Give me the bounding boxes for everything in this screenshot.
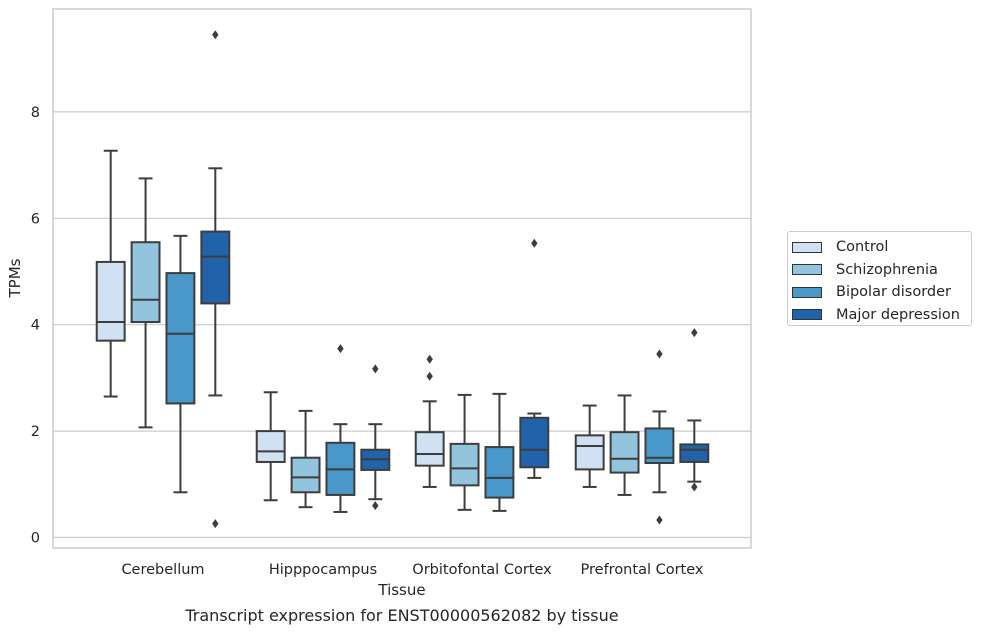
outlier-point xyxy=(212,30,219,40)
box-group xyxy=(449,393,480,511)
outlier-point xyxy=(426,354,433,364)
legend-label: Major depression xyxy=(836,306,960,323)
y-axis-label: TPMs xyxy=(6,258,24,298)
legend-item: Bipolar disorder xyxy=(792,281,971,304)
y-tick-label: 6 xyxy=(31,211,40,227)
box-group xyxy=(255,391,286,502)
box-group xyxy=(325,344,356,513)
gridlines xyxy=(53,111,751,539)
x-axis-label: Tissue xyxy=(377,581,425,599)
box-group xyxy=(165,234,196,494)
box-group xyxy=(609,394,640,496)
outlier-point xyxy=(337,344,344,354)
box xyxy=(449,442,480,487)
box-group xyxy=(519,238,550,479)
outlier-point xyxy=(691,482,698,492)
box xyxy=(679,443,710,463)
x-tick-label: Prefrontal Cortex xyxy=(581,562,704,578)
legend-label: Control xyxy=(836,239,889,256)
box xyxy=(290,456,321,494)
outlier-point xyxy=(656,349,663,359)
box xyxy=(519,416,550,469)
y-tick-label: 4 xyxy=(31,318,40,334)
box xyxy=(165,272,196,405)
box-group xyxy=(360,364,391,511)
box xyxy=(484,446,515,499)
box xyxy=(95,260,126,342)
outlier-point xyxy=(691,328,698,338)
box xyxy=(414,431,445,467)
box-group xyxy=(414,354,445,488)
x-tick-label: Hipppocampus xyxy=(269,562,377,578)
legend-item: Major depression xyxy=(792,304,971,327)
legend-item: Control xyxy=(792,236,971,259)
box-group xyxy=(95,149,126,398)
y-tick-label: 2 xyxy=(31,424,40,440)
box xyxy=(130,241,161,324)
outlier-point xyxy=(372,364,379,374)
outlier-point xyxy=(656,515,663,525)
legend-swatch xyxy=(792,241,822,253)
outlier-point xyxy=(426,371,433,381)
x-tick-label: Orbitofontal Cortex xyxy=(412,562,552,578)
outlier-point xyxy=(212,519,219,529)
legend-label: Bipolar disorder xyxy=(836,284,951,301)
y-tick-label: 0 xyxy=(31,531,40,547)
legend-item: Schizophrenia xyxy=(792,259,971,282)
figure-caption: Transcript expression for ENST0000056208… xyxy=(185,606,619,625)
box-group xyxy=(200,30,231,529)
x-tick-label: Cerebellum xyxy=(121,562,204,578)
tick-labels: 0 2 4 6 8 Cerebellum Hipppocampus Orbitofontal … xyxy=(31,105,704,578)
box-group xyxy=(679,328,710,492)
box-group xyxy=(484,392,515,512)
box-group xyxy=(290,409,321,509)
box-group xyxy=(644,349,675,525)
boxes xyxy=(95,30,710,529)
box xyxy=(255,430,286,463)
y-tick-label: 8 xyxy=(31,105,40,121)
legend-swatch xyxy=(792,264,822,276)
box xyxy=(574,434,605,471)
plot-frame xyxy=(52,8,752,549)
box-group xyxy=(574,404,605,488)
box-group xyxy=(130,177,161,429)
legend-swatch xyxy=(792,309,822,321)
outlier-point xyxy=(531,238,538,248)
legend-label: Schizophrenia xyxy=(836,261,938,278)
outlier-point xyxy=(372,501,379,511)
box xyxy=(200,230,231,305)
legend-swatch xyxy=(792,286,822,298)
box xyxy=(609,431,640,474)
legend: Control Schizophrenia Bipolar disorder Majo… xyxy=(787,231,972,326)
